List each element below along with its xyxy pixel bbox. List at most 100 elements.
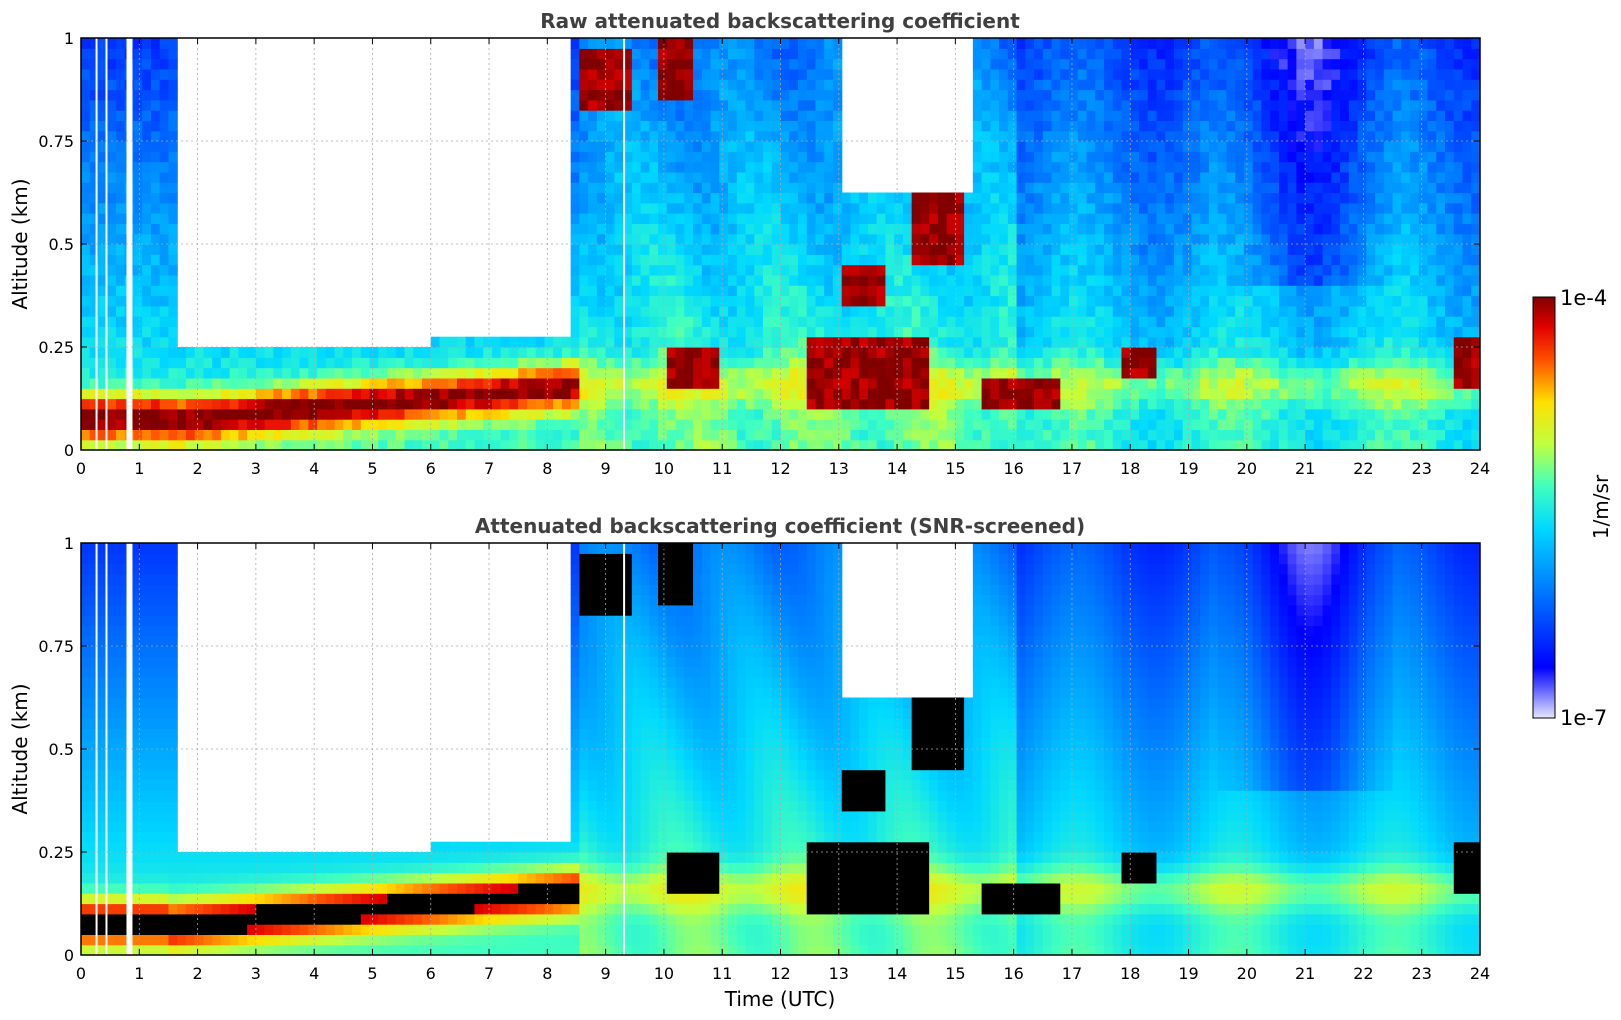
heatmap-cell	[824, 79, 834, 91]
heatmap-cell	[710, 171, 720, 183]
heatmap-cell	[1418, 48, 1429, 60]
heatmap-cell	[876, 419, 887, 430]
heatmap-cell	[1453, 141, 1464, 152]
heatmap-cell	[1104, 202, 1114, 214]
heatmap-cell	[754, 79, 764, 91]
heatmap-cell	[203, 439, 213, 450]
heatmap-cell	[990, 120, 1000, 132]
heatmap-cell	[649, 192, 659, 204]
heatmap-cell	[859, 254, 869, 266]
heatmap-cell	[1436, 254, 1446, 266]
heatmap-cell	[658, 130, 668, 142]
heatmap-cell	[81, 99, 91, 111]
heatmap-cell	[596, 316, 607, 327]
heatmap-cell	[1375, 79, 1385, 91]
heatmap-cell	[1173, 48, 1184, 60]
heatmap-cell	[728, 79, 738, 91]
heatmap-cell	[789, 274, 799, 286]
heatmap-cell	[789, 408, 799, 420]
heatmap-cell	[1226, 398, 1236, 410]
heatmap-cell	[81, 285, 91, 297]
heatmap-cell	[797, 316, 808, 327]
heatmap-cell	[1243, 274, 1254, 286]
heatmap-cell	[1436, 79, 1446, 91]
heatmap-cell	[894, 295, 904, 307]
heatmap-cell	[797, 419, 808, 430]
heatmap-cell	[728, 439, 738, 450]
heatmap-cell	[247, 429, 257, 441]
heatmap-cell	[1165, 377, 1175, 389]
heatmap-cell	[89, 130, 100, 142]
heatmap-cell	[579, 254, 589, 266]
heatmap-cell	[570, 336, 580, 348]
heatmap-cell	[728, 295, 738, 307]
heatmap-cell	[1243, 141, 1254, 152]
heatmap-cell	[1147, 161, 1158, 173]
heatmap-cell	[684, 388, 694, 400]
heatmap-cell	[1305, 285, 1315, 297]
heatmap-cell	[194, 419, 205, 430]
heatmap-cell	[1401, 38, 1411, 49]
heatmap-cell	[929, 264, 939, 276]
heatmap-cell	[815, 89, 825, 101]
heatmap-cell	[1121, 99, 1131, 111]
heatmap-cell	[1401, 202, 1411, 214]
heatmap-cell	[168, 264, 178, 276]
heatmap-cell	[1235, 408, 1245, 420]
heatmap-cell	[911, 233, 921, 245]
heatmap-cell	[1121, 89, 1131, 101]
heatmap-cell	[553, 429, 563, 441]
heatmap-cell	[623, 68, 633, 80]
heatmap-cell	[1401, 347, 1411, 358]
heatmap-cell	[1077, 316, 1088, 327]
heatmap-cell	[596, 213, 607, 224]
heatmap-cell	[658, 120, 668, 132]
heatmap-cell	[1305, 182, 1315, 194]
heatmap-cell	[142, 233, 152, 245]
heatmap-cell	[1252, 347, 1262, 358]
heatmap-cell	[789, 171, 799, 183]
heatmap-cell	[736, 254, 747, 266]
heatmap-cell	[876, 254, 887, 266]
heatmap-cell	[98, 213, 108, 224]
heatmap-cell	[981, 99, 991, 111]
heatmap-cell	[98, 182, 108, 194]
heatmap-cell	[850, 264, 860, 276]
heatmap-cell	[797, 141, 808, 152]
heatmap-cell	[1226, 161, 1236, 173]
heatmap-cell	[1305, 419, 1315, 430]
heatmap-cell	[483, 398, 493, 410]
heatmap-cell	[1261, 89, 1271, 101]
heatmap-cell	[1357, 326, 1367, 338]
heatmap-cell	[675, 398, 685, 410]
heatmap-cell	[1340, 254, 1350, 266]
heatmap-cell	[1060, 264, 1070, 276]
heatmap-cell	[1445, 398, 1455, 410]
heatmap-cell	[89, 429, 100, 441]
heatmap-cell	[797, 398, 808, 410]
heatmap-cell	[999, 48, 1009, 60]
heatmap-cell	[867, 244, 878, 255]
heatmap-cell	[491, 429, 502, 441]
heatmap-cell	[1445, 182, 1455, 194]
heatmap-cell	[832, 398, 843, 410]
heatmap-cell	[754, 274, 764, 286]
heatmap-cell	[588, 254, 598, 266]
heatmap-cell	[1104, 120, 1114, 132]
heatmap-cell	[1173, 151, 1184, 163]
heatmap-cell	[588, 58, 598, 70]
heatmap-cell	[107, 295, 117, 307]
heatmap-cell	[98, 367, 108, 379]
heatmap-cell	[177, 439, 187, 450]
heatmap-cell	[570, 377, 580, 389]
heatmap-cell	[1287, 264, 1297, 276]
heatmap-cell	[623, 213, 633, 224]
heatmap-cell	[824, 439, 834, 450]
heatmap-cell	[1418, 357, 1429, 369]
heatmap-cell	[1322, 38, 1332, 49]
heatmap-cell	[1252, 295, 1262, 307]
heatmap-cell	[142, 89, 152, 101]
heatmap-cell	[806, 244, 817, 255]
heatmap-cell	[937, 357, 948, 369]
heatmap-cell	[1104, 254, 1114, 266]
